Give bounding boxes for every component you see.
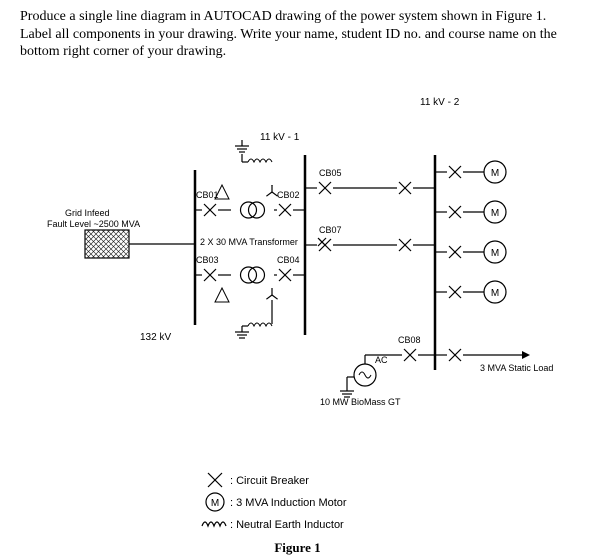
legend-motor-label: : 3 MVA Induction Motor (230, 497, 347, 509)
legend-nei-label: : Neutral Earth Inductor (230, 519, 344, 531)
svg-text:CB04: CB04 (277, 255, 300, 265)
svg-text:CB08: CB08 (398, 335, 421, 345)
svg-text:M: M (491, 208, 499, 219)
svg-text:132 kV: 132 kV (140, 332, 171, 343)
svg-text:10 MW BioMass GT: 10 MW BioMass GT (320, 397, 401, 407)
page: Produce a single line diagram in AUTOCAD… (0, 0, 595, 559)
legend: : Circuit Breaker M : 3 MVA Induction Mo… (200, 470, 347, 536)
svg-text:AC: AC (375, 355, 388, 365)
legend-row-motor: M : 3 MVA Induction Motor (200, 492, 347, 514)
svg-text:CB03: CB03 (196, 255, 219, 265)
legend-cb-label: : Circuit Breaker (230, 475, 309, 487)
svg-text:CB05: CB05 (319, 168, 342, 178)
svg-text:M: M (491, 288, 499, 299)
svg-text:Grid Infeed: Grid Infeed (65, 208, 110, 218)
svg-text:M: M (211, 498, 219, 509)
figure-caption: Figure 1 (0, 540, 595, 556)
inductor-icon (200, 516, 230, 535)
svg-text:CB07: CB07 (319, 225, 342, 235)
motor-icon: M (200, 491, 230, 516)
svg-text:3 MVA Static Load: 3 MVA Static Load (480, 363, 553, 373)
instructions-text: Produce a single line diagram in AUTOCAD… (20, 8, 575, 61)
svg-text:CB02: CB02 (277, 190, 300, 200)
single-line-diagram: 132 kV 11 kV - 1 11 kV - 2 Grid InfeedFault… (0, 80, 595, 500)
legend-row-cb: : Circuit Breaker (200, 470, 347, 492)
svg-text:Fault Level ~2500 MVA: Fault Level ~2500 MVA (47, 219, 140, 229)
diagram-svg: 132 kV 11 kV - 1 11 kV - 2 Grid InfeedFault… (0, 80, 595, 460)
legend-row-nei: : Neutral Earth Inductor (200, 514, 347, 536)
svg-text:2 X 30 MVA Transformer: 2 X 30 MVA Transformer (200, 237, 298, 247)
svg-text:M: M (491, 168, 499, 179)
cb-icon (200, 470, 230, 493)
svg-text:11 kV - 1: 11 kV - 1 (260, 132, 300, 143)
svg-text:M: M (491, 248, 499, 259)
svg-text:11 kV - 2: 11 kV - 2 (420, 97, 460, 108)
